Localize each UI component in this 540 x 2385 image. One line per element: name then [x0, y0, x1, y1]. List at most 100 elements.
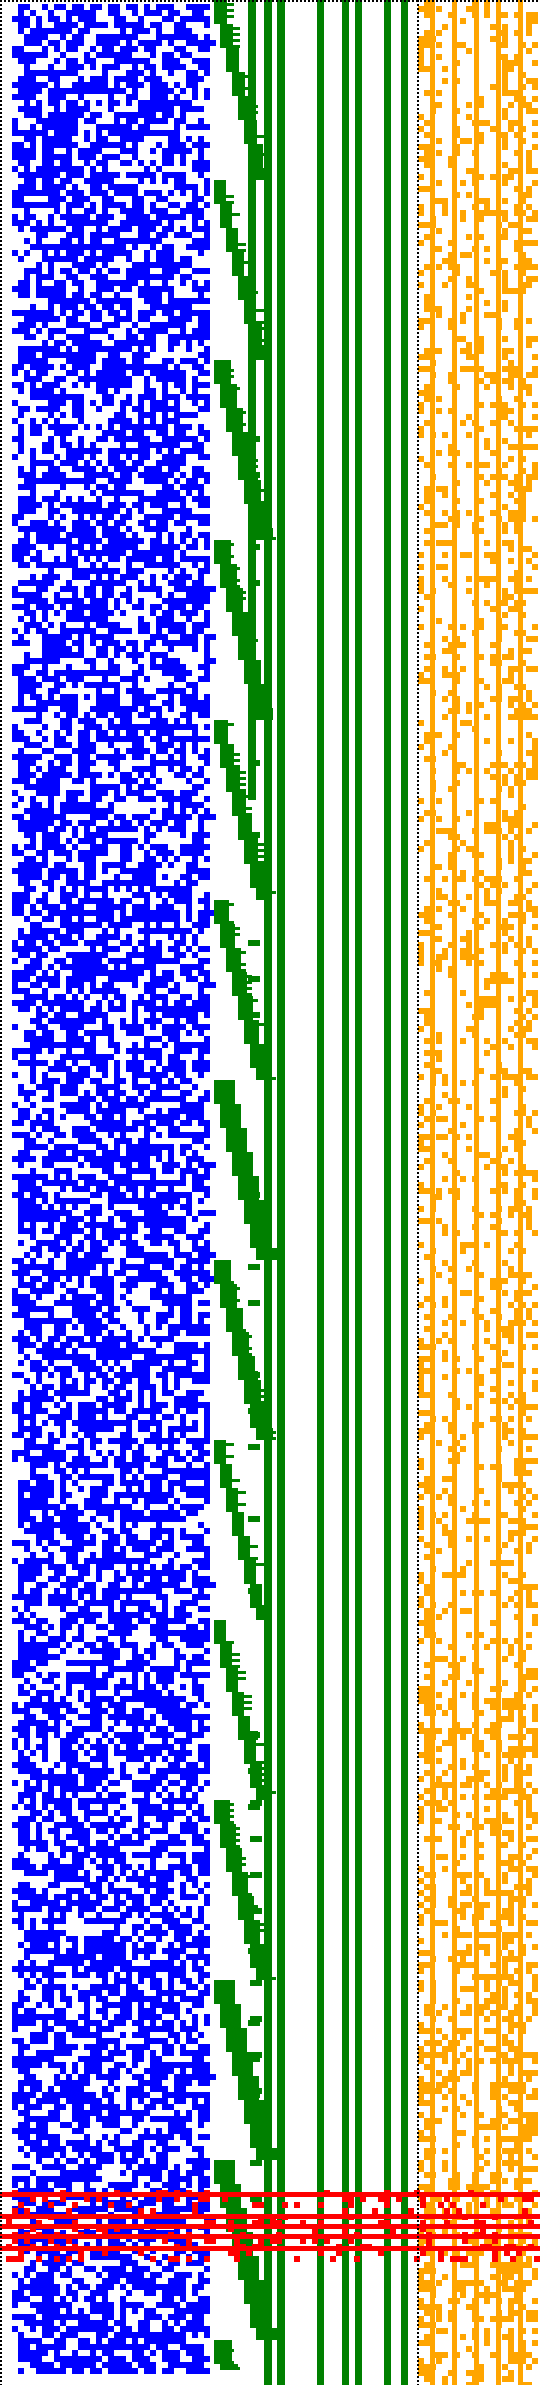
blue-cell: [96, 916, 102, 922]
blue-cell: [48, 916, 54, 922]
blue-cell: [156, 1438, 162, 1444]
blue-cell: [18, 1060, 24, 1066]
blue-cell: [78, 268, 84, 274]
blue-cell: [198, 58, 204, 64]
blue-run-cell: [186, 106, 198, 112]
blue-cell: [108, 1114, 114, 1120]
blue-cell: [36, 1036, 42, 1042]
blue-cell: [90, 400, 96, 406]
blue-cell: [42, 340, 48, 346]
blue-cell: [150, 298, 156, 304]
blue-cell: [168, 544, 174, 550]
blue-cell: [96, 712, 102, 718]
blue-cell: [114, 232, 120, 238]
blue-cell: [42, 862, 48, 868]
blue-cell: [114, 430, 120, 436]
blue-cell: [48, 838, 54, 844]
blue-cell: [114, 1144, 120, 1150]
blue-cell: [150, 64, 156, 70]
blue-cell: [150, 1288, 156, 1294]
blue-cell: [192, 586, 198, 592]
blue-cell: [120, 1336, 126, 1342]
blue-cell: [168, 1030, 174, 1036]
blue-cell: [72, 1354, 78, 1360]
blue-cell: [144, 904, 150, 910]
blue-cell: [126, 1024, 132, 1030]
blue-cell: [48, 256, 54, 262]
blue-cell: [66, 172, 72, 178]
blue-cell: [18, 184, 24, 190]
blue-cell: [138, 1102, 144, 1108]
blue-cell: [72, 808, 78, 814]
blue-cell: [90, 172, 96, 178]
blue-cell: [72, 58, 78, 64]
blue-cell: [42, 850, 48, 856]
blue-cell: [90, 82, 96, 88]
blue-cell: [126, 1060, 132, 1066]
blue-cell: [96, 1450, 102, 1456]
blue-cell: [30, 682, 36, 688]
blue-cell: [156, 1420, 162, 1426]
blue-cell: [42, 1126, 48, 1132]
blue-cell: [144, 1372, 150, 1378]
blue-cell: [144, 1006, 150, 1012]
blue-cell: [102, 964, 108, 970]
blue-cell: [174, 268, 180, 274]
blue-cell: [84, 1132, 90, 1138]
blue-cell: [54, 556, 60, 562]
blue-cell: [54, 244, 60, 250]
blue-cell: [198, 106, 204, 112]
blue-run-cell: [108, 1438, 120, 1444]
blue-run-cell: [24, 34, 36, 40]
blue-cell: [150, 1258, 156, 1264]
blue-cell: [90, 850, 96, 856]
blue-cell: [192, 1150, 198, 1156]
blue-cell: [78, 340, 84, 346]
blue-cell: [84, 1366, 90, 1372]
blue-run-cell: [120, 346, 132, 352]
blue-cell: [126, 562, 132, 568]
blue-cell: [114, 268, 120, 274]
blue-cell: [162, 226, 168, 232]
blue-cell: [36, 244, 42, 250]
blue-run-cell: [36, 814, 48, 820]
blue-cell: [48, 1396, 54, 1402]
blue-cell: [132, 1096, 138, 1102]
blue-cell: [126, 748, 132, 754]
blue-cell: [174, 958, 180, 964]
blue-cell: [174, 430, 180, 436]
blue-cell: [162, 430, 168, 436]
blue-run-cell: [36, 658, 48, 664]
blue-cell: [120, 904, 126, 910]
blue-cell: [168, 154, 174, 160]
blue-cell: [114, 1336, 120, 1342]
blue-cell: [66, 1384, 72, 1390]
blue-cell: [162, 280, 168, 286]
blue-cell: [192, 412, 198, 418]
blue-cell: [204, 754, 210, 760]
blue-run-cell: [12, 82, 24, 88]
blue-cell: [18, 772, 24, 778]
blue-cell: [12, 328, 18, 334]
blue-cell: [84, 196, 90, 202]
blue-cell: [144, 382, 150, 388]
blue-cell: [168, 1066, 174, 1072]
blue-cell: [90, 250, 96, 256]
blue-cell: [90, 4, 96, 10]
blue-cell: [90, 898, 96, 904]
blue-cell: [24, 1378, 30, 1384]
blue-cell: [102, 1420, 108, 1426]
blue-cell: [108, 256, 114, 262]
blue-cell: [30, 310, 36, 316]
blue-cell: [48, 190, 54, 196]
blue-cell: [102, 850, 108, 856]
blue-cell: [60, 1396, 66, 1402]
blue-cell: [120, 1432, 126, 1438]
blue-cell: [138, 472, 144, 478]
blue-cell: [144, 436, 150, 442]
blue-cell: [186, 274, 192, 280]
blue-cell: [48, 154, 54, 160]
blue-cell: [126, 820, 132, 826]
blue-cell: [204, 916, 210, 922]
blue-cell: [12, 1192, 18, 1198]
